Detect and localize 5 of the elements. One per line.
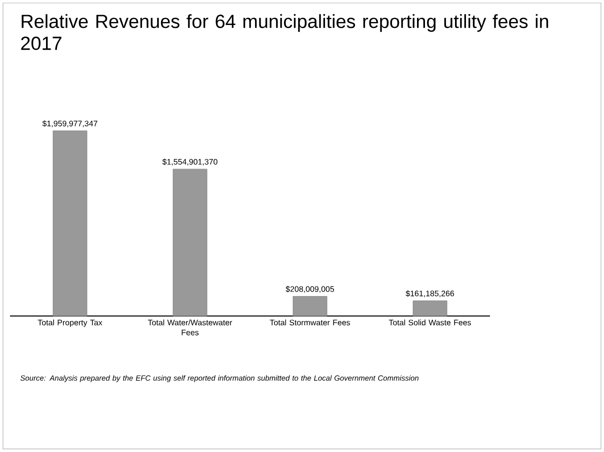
bar	[52, 130, 88, 316]
chart-title: Relative Revenues for 64 municipalities reporting utility fees in 2017	[21, 14, 548, 50]
bar	[172, 168, 208, 316]
bar	[292, 296, 328, 316]
bar	[412, 300, 448, 316]
